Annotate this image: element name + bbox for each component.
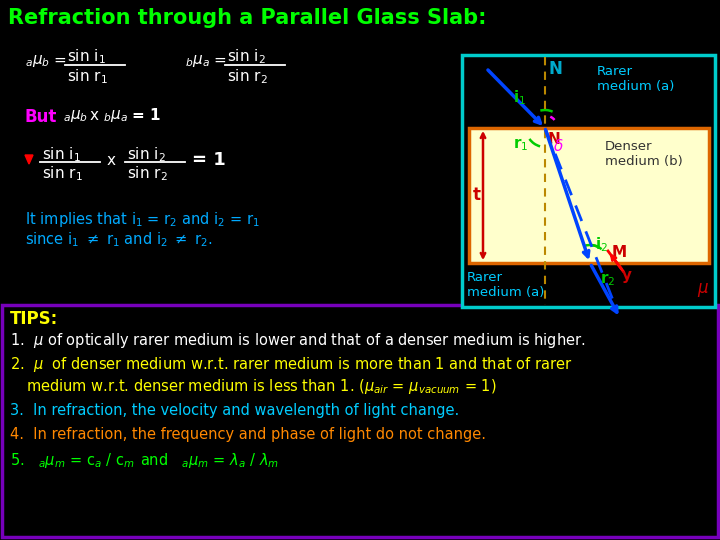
Text: i$_1$: i$_1$ (513, 88, 526, 107)
Text: r$_2$: r$_2$ (600, 271, 616, 288)
Text: sin r$_1$: sin r$_1$ (42, 164, 83, 183)
Text: x: x (107, 153, 116, 168)
Text: sin r$_2$: sin r$_2$ (227, 67, 268, 86)
Text: N: N (548, 60, 562, 78)
Polygon shape (25, 155, 33, 164)
Text: sin i$_1$: sin i$_1$ (42, 145, 81, 164)
Text: $_a\mu_b$: $_a\mu_b$ (63, 108, 88, 124)
Text: $\delta$: $\delta$ (553, 138, 564, 154)
Text: Rarer
medium (a): Rarer medium (a) (467, 271, 544, 299)
Text: x: x (90, 108, 99, 123)
Text: sin i$_1$: sin i$_1$ (67, 47, 106, 66)
Text: It implies that i$_1$ = r$_2$ and i$_2$ = r$_1$: It implies that i$_1$ = r$_2$ and i$_2$ … (25, 210, 260, 229)
Text: $_b\mu_a$: $_b\mu_a$ (185, 53, 210, 69)
Text: $_a\mu_b$: $_a\mu_b$ (25, 53, 50, 69)
Text: 4.  In refraction, the frequency and phase of light do not change.: 4. In refraction, the frequency and phas… (10, 427, 486, 442)
Bar (469, 128, 709, 263)
Text: and   $_a\mu_m$ = $\lambda_a$ / $\lambda_m$: and $_a\mu_m$ = $\lambda_a$ / $\lambda_m… (140, 451, 279, 470)
Text: $\mu$: $\mu$ (697, 281, 709, 299)
Text: M: M (612, 245, 627, 260)
Text: y: y (622, 268, 632, 283)
Text: =: = (213, 53, 226, 68)
Bar (2, 305, 718, 537)
Text: sin i$_2$: sin i$_2$ (227, 47, 266, 66)
Text: $_b\mu_a$: $_b\mu_a$ (103, 108, 128, 124)
Text: =: = (53, 53, 66, 68)
Text: = 1: = 1 (132, 108, 161, 123)
Text: Denser
medium (b): Denser medium (b) (605, 140, 683, 168)
Text: Refraction through a Parallel Glass Slab:: Refraction through a Parallel Glass Slab… (8, 8, 487, 28)
Text: = 1: = 1 (192, 151, 226, 169)
Text: 1.  $\mu$ of optically rarer medium is lower and that of a denser medium is high: 1. $\mu$ of optically rarer medium is lo… (10, 331, 585, 350)
Text: t: t (473, 186, 481, 204)
Text: sin r$_1$: sin r$_1$ (67, 67, 108, 86)
Text: Rarer
medium (a): Rarer medium (a) (597, 65, 675, 93)
Bar (462, 55, 715, 307)
Text: TIPS:: TIPS: (10, 310, 58, 328)
Text: sin i$_2$: sin i$_2$ (127, 145, 166, 164)
Text: 2.  $\mu$  of denser medium w.r.t. rarer medium is more than 1 and that of rarer: 2. $\mu$ of denser medium w.r.t. rarer m… (10, 355, 572, 374)
Text: medium w.r.t. denser medium is less than 1. ($\mu_{air}$ = $\mu_{vacuum}$ = 1): medium w.r.t. denser medium is less than… (26, 377, 497, 396)
Text: 3.  In refraction, the velocity and wavelength of light change.: 3. In refraction, the velocity and wavel… (10, 403, 459, 418)
Text: 5.   $_a\mu_m$ = c$_a$ / c$_m$: 5. $_a\mu_m$ = c$_a$ / c$_m$ (10, 451, 135, 470)
Text: But: But (25, 108, 58, 126)
Text: i$_2$: i$_2$ (595, 235, 608, 254)
Text: N: N (548, 132, 561, 147)
Text: r$_1$: r$_1$ (513, 136, 528, 153)
Text: since i$_1$ $\neq$ r$_1$ and i$_2$ $\neq$ r$_2$.: since i$_1$ $\neq$ r$_1$ and i$_2$ $\neq… (25, 230, 212, 249)
Text: sin r$_2$: sin r$_2$ (127, 164, 168, 183)
